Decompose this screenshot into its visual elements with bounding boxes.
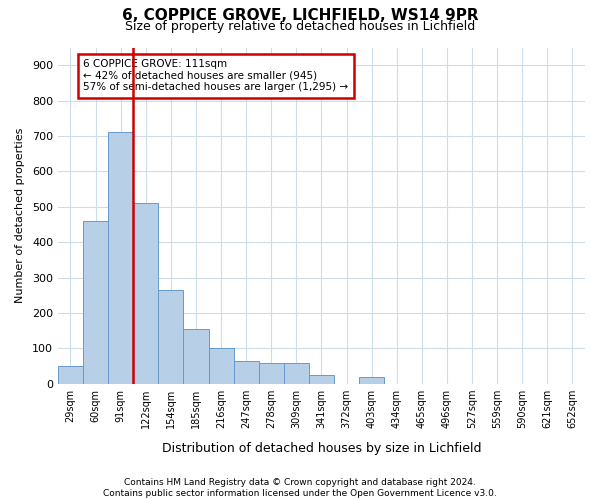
- Bar: [284, 362, 309, 384]
- Text: Contains HM Land Registry data © Crown copyright and database right 2024.
Contai: Contains HM Land Registry data © Crown c…: [103, 478, 497, 498]
- Bar: [184, 329, 209, 384]
- Text: Size of property relative to detached houses in Lichfield: Size of property relative to detached ho…: [125, 20, 475, 33]
- Bar: [309, 375, 334, 384]
- Bar: [133, 203, 158, 384]
- Bar: [83, 221, 108, 384]
- Bar: [108, 132, 133, 384]
- Text: 6, COPPICE GROVE, LICHFIELD, WS14 9PR: 6, COPPICE GROVE, LICHFIELD, WS14 9PR: [122, 8, 478, 22]
- Bar: [259, 362, 284, 384]
- Y-axis label: Number of detached properties: Number of detached properties: [15, 128, 25, 304]
- Bar: [58, 366, 83, 384]
- X-axis label: Distribution of detached houses by size in Lichfield: Distribution of detached houses by size …: [162, 442, 481, 455]
- Bar: [233, 362, 259, 384]
- Bar: [359, 376, 384, 384]
- Bar: [158, 290, 184, 384]
- Bar: [209, 348, 233, 384]
- Text: 6 COPPICE GROVE: 111sqm
← 42% of detached houses are smaller (945)
57% of semi-d: 6 COPPICE GROVE: 111sqm ← 42% of detache…: [83, 60, 349, 92]
